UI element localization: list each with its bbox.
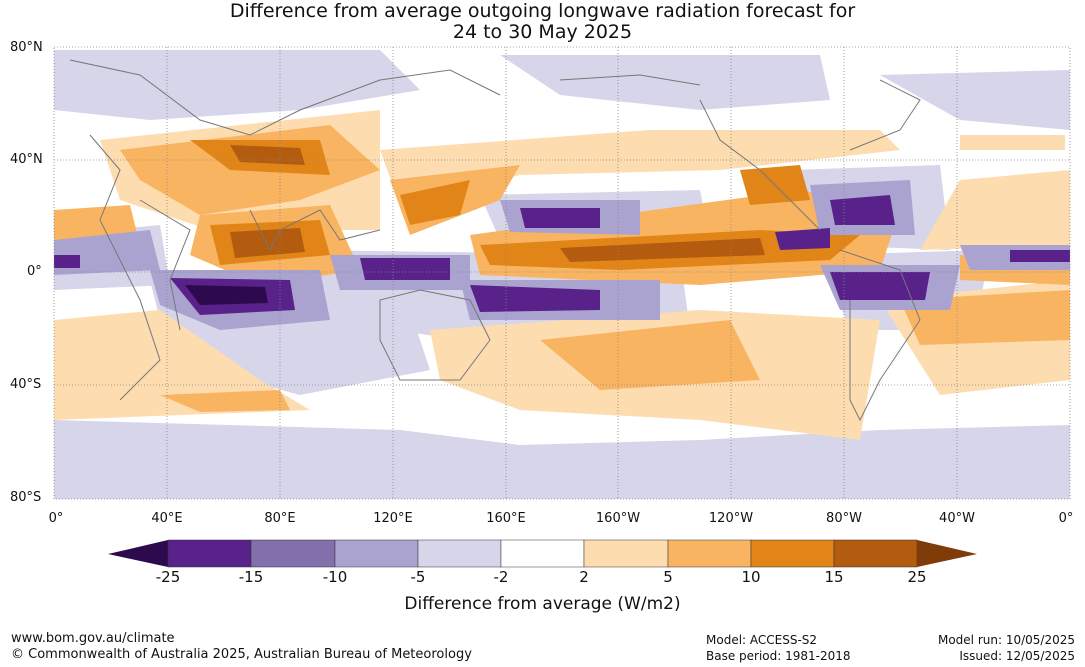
colorbar-min-extension <box>108 540 168 567</box>
lat-label-40s: 40°S <box>10 377 42 392</box>
lon-label-120w: 120°W <box>708 511 754 526</box>
map-frame <box>53 46 1071 500</box>
colorbar-tick-label: -2 <box>493 568 509 586</box>
footer-model-run: Model run: 10/05/2025 <box>937 633 1075 647</box>
colorbar-tick-label: 25 <box>907 568 927 586</box>
colorbar-tick-label: 5 <box>663 568 673 586</box>
lon-label-80e: 80°E <box>264 511 296 526</box>
map-title-line2: 24 to 30 May 2025 <box>452 21 633 43</box>
anomaly-extreme-negative-areas <box>185 285 268 305</box>
lat-label-80n: 80°N <box>10 40 43 55</box>
lon-label-120e: 120°E <box>373 511 413 526</box>
colorbar-tick-label: -5 <box>410 568 426 586</box>
footer-copyright: © Commonwealth of Australia 2025, Austra… <box>11 647 472 662</box>
footer-base-period: Base period: 1981-2018 <box>706 649 851 663</box>
lon-label-0-left: 0° <box>48 511 64 526</box>
colorbar-tick-label: 15 <box>824 568 844 586</box>
colorbar-tick-label: 10 <box>741 568 761 586</box>
lon-label-0-right: 0° <box>1058 511 1074 526</box>
lon-label-40w: 40°W <box>939 511 975 526</box>
colorbar <box>108 539 977 568</box>
colorbar-max-extension <box>917 540 977 567</box>
map-title-line1: Difference from average outgoing longwav… <box>229 0 856 22</box>
lon-label-40e: 40°E <box>151 511 183 526</box>
colorbar-title: Difference from average (W/m2) <box>404 594 681 614</box>
lat-lon-grid <box>54 47 1070 499</box>
colorbar-tick-label: -15 <box>238 568 264 586</box>
footer-issued: Issued: 12/05/2025 <box>959 649 1075 663</box>
land-outlines <box>69 59 921 422</box>
footer-url[interactable]: www.bom.gov.au/climate <box>11 631 175 646</box>
colorbar-tick-label: -25 <box>155 568 181 586</box>
colorbar-tick-label: 2 <box>579 568 589 586</box>
footer-model: Model: ACCESS-S2 <box>706 633 818 647</box>
colorbar-tick-label: -10 <box>322 568 348 586</box>
lon-label-160e: 160°E <box>486 511 526 526</box>
anomaly-field <box>54 47 1070 499</box>
lat-label-equator: 0° <box>27 264 42 279</box>
anomaly-very-strong-positive-areas <box>230 145 765 262</box>
lat-label-40n: 40°N <box>10 152 43 167</box>
lat-label-80s: 80°S <box>10 490 42 505</box>
lon-label-160w: 160°W <box>595 511 641 526</box>
lon-label-80w: 80°W <box>826 511 862 526</box>
